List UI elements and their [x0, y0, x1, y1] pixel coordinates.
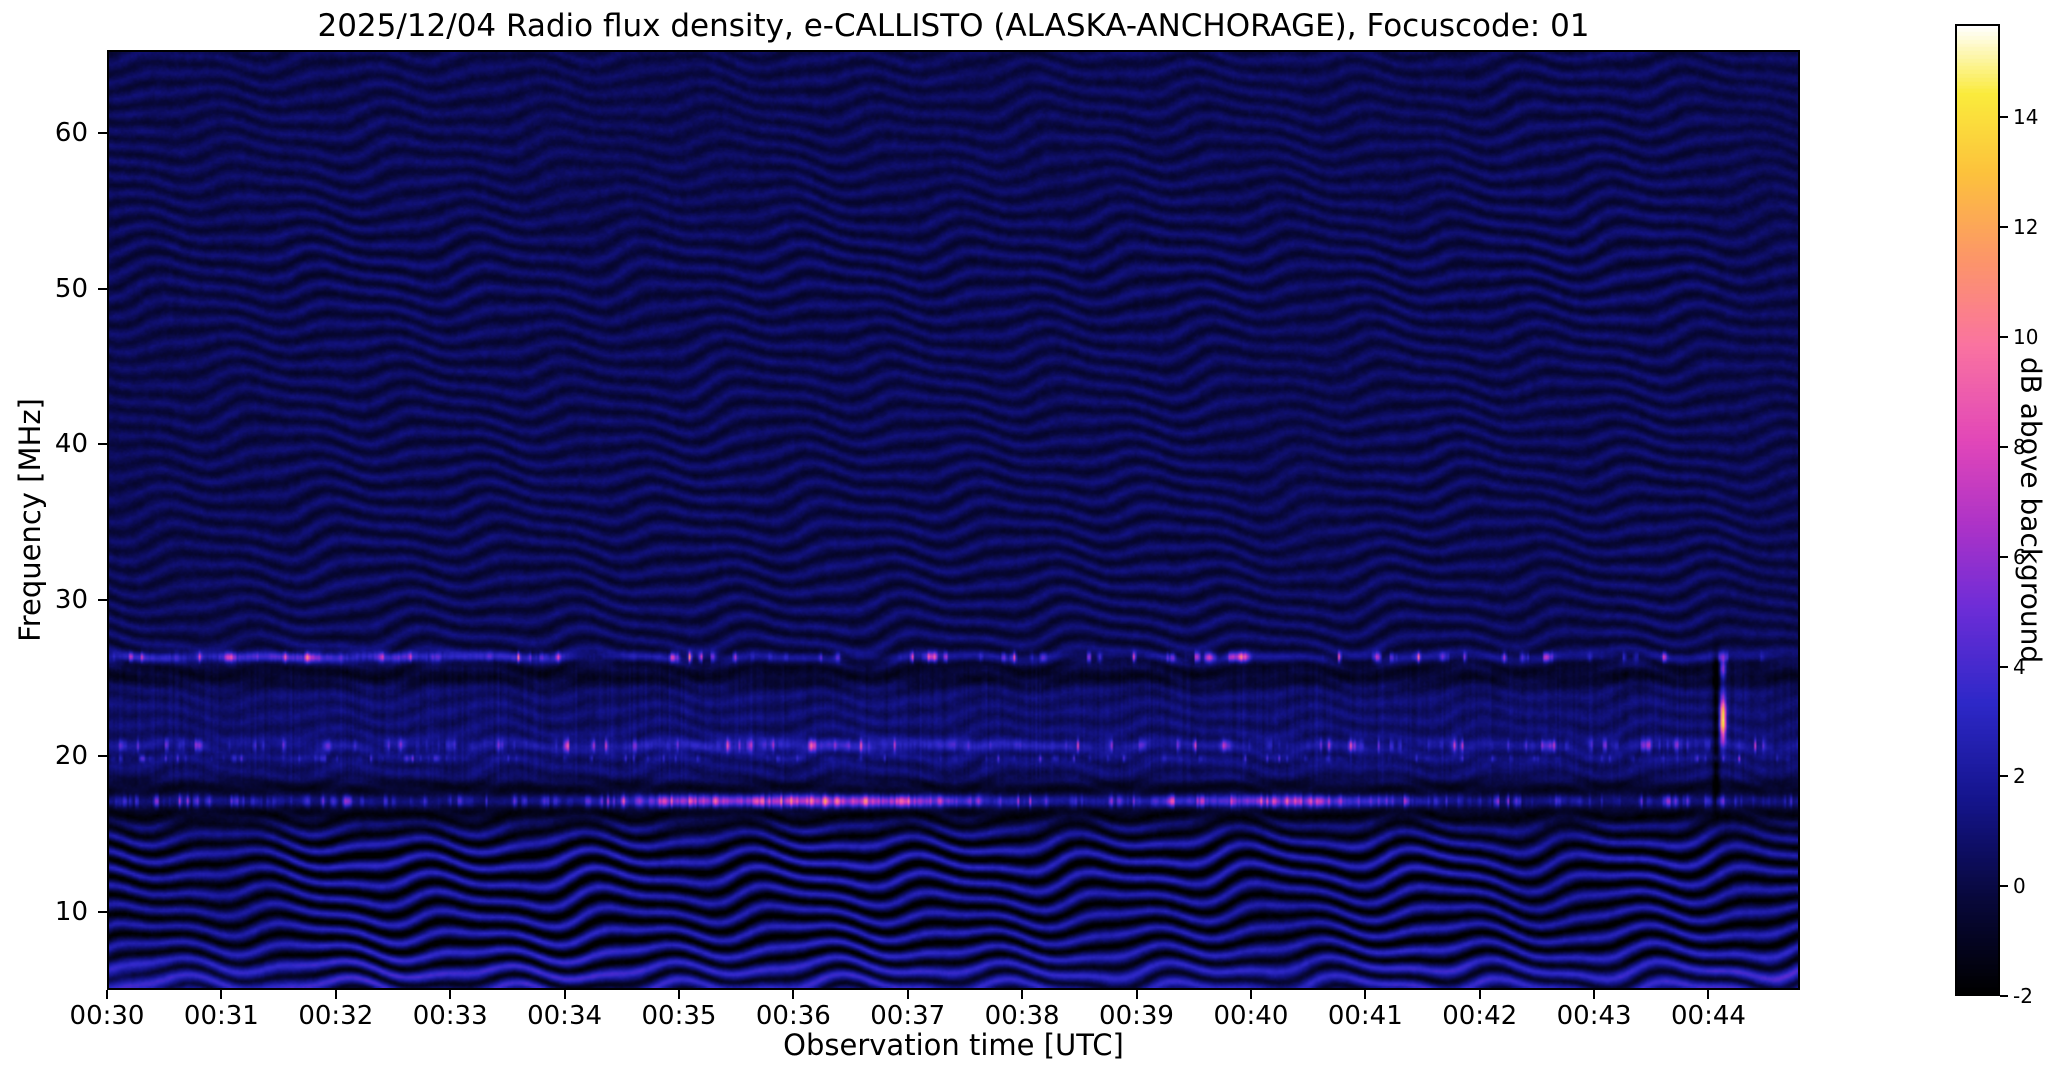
colorbar-tick-mark: [2000, 555, 2008, 558]
y-tick-mark: [98, 131, 107, 134]
y-tick-label: 30: [54, 585, 88, 616]
x-tick-label: 00:36: [755, 1001, 831, 1031]
colorbar-tick-label: 10: [2013, 325, 2039, 350]
colorbar-tick-label: 14: [2013, 105, 2039, 130]
x-tick-mark: [449, 990, 452, 999]
x-tick-mark: [1021, 990, 1024, 999]
x-tick-label: 00:38: [984, 1001, 1060, 1031]
x-tick-label: 00:39: [1099, 1001, 1174, 1031]
x-tick-mark: [220, 990, 223, 999]
y-tick-mark: [98, 911, 107, 914]
colorbar-tick-label: 0: [2013, 874, 2026, 899]
colorbar-tick-label: 4: [2013, 654, 2026, 679]
x-tick-mark: [563, 990, 566, 999]
x-tick-mark: [1593, 990, 1596, 999]
colorbar: [1955, 24, 2000, 996]
x-tick-label: 00:44: [1671, 1001, 1746, 1031]
y-tick-mark: [98, 599, 107, 602]
x-tick-label: 00:34: [527, 1001, 603, 1031]
y-tick-mark: [98, 755, 107, 758]
y-tick-label: 60: [54, 117, 88, 148]
colorbar-tick-mark: [2000, 226, 2008, 229]
x-tick-mark: [1478, 990, 1481, 999]
y-tick-label: 50: [54, 273, 88, 304]
colorbar-gradient: [1957, 26, 1998, 994]
x-tick-label: 00:31: [183, 1001, 259, 1031]
x-axis-label: Observation time [UTC]: [783, 1028, 1124, 1062]
x-tick-mark: [677, 990, 680, 999]
colorbar-tick-mark: [2000, 445, 2008, 448]
colorbar-tick-mark: [2000, 665, 2008, 668]
x-tick-label: 00:40: [1213, 1001, 1289, 1031]
x-tick-mark: [906, 990, 909, 999]
colorbar-tick-mark: [2000, 116, 2008, 119]
x-tick-label: 00:33: [412, 1001, 488, 1031]
spectrogram-canvas: [109, 52, 1798, 988]
x-tick-mark: [792, 990, 795, 999]
colorbar-tick-mark: [2000, 775, 2008, 778]
y-tick-label: 10: [54, 897, 88, 928]
y-tick-label: 40: [54, 429, 88, 460]
x-tick-label: 00:32: [298, 1001, 374, 1031]
x-tick-label: 00:37: [870, 1001, 946, 1031]
y-tick-label: 20: [54, 741, 88, 772]
x-tick-mark: [1364, 990, 1367, 999]
x-tick-mark: [1249, 990, 1252, 999]
plot-area: [107, 50, 1800, 990]
y-tick-mark: [98, 443, 107, 446]
x-tick-label: 00:30: [69, 1001, 145, 1031]
x-tick-mark: [1135, 990, 1138, 999]
x-tick-label: 00:41: [1327, 1001, 1403, 1031]
colorbar-label: dB above background: [2014, 356, 2047, 664]
x-tick-mark: [1707, 990, 1710, 999]
colorbar-tick-label: 6: [2013, 544, 2026, 569]
colorbar-tick-mark: [2000, 336, 2008, 339]
colorbar-tick-mark: [2000, 995, 2008, 997]
x-tick-mark: [106, 990, 108, 999]
x-tick-label: 00:35: [641, 1001, 717, 1031]
colorbar-tick-label: 2: [2013, 764, 2026, 789]
x-tick-label: 00:42: [1442, 1001, 1518, 1031]
chart-title: 2025/12/04 Radio flux density, e-CALLIST…: [317, 8, 1590, 44]
x-tick-mark: [334, 990, 337, 999]
colorbar-tick-mark: [2000, 885, 2008, 888]
x-tick-label: 00:43: [1556, 1001, 1632, 1031]
colorbar-tick-label: 8: [2013, 434, 2026, 459]
y-tick-mark: [98, 287, 107, 290]
colorbar-tick-label: 12: [2013, 215, 2039, 240]
colorbar-tick-label: -2: [2013, 984, 2033, 1008]
